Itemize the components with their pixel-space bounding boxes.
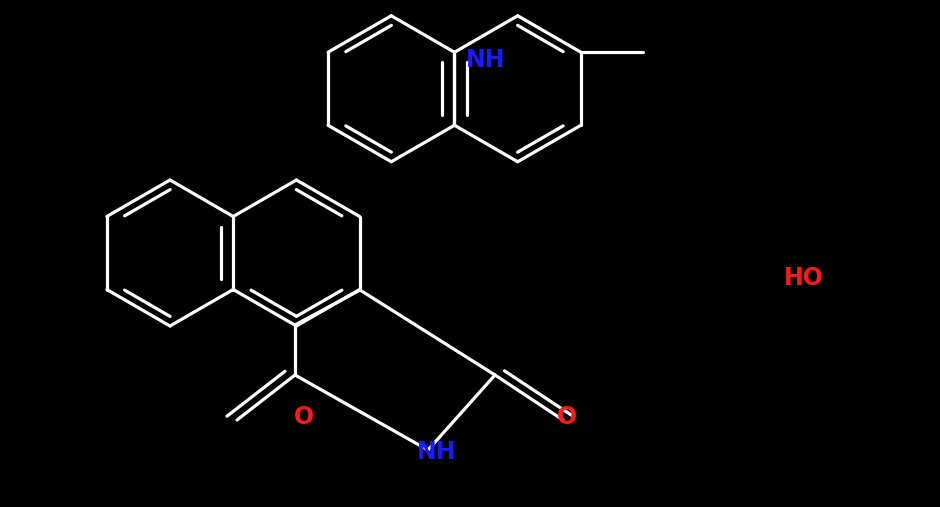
Text: O: O [556, 405, 577, 429]
Text: O: O [293, 405, 314, 429]
Text: NH: NH [466, 48, 506, 72]
Text: NH: NH [416, 440, 456, 464]
Text: HO: HO [784, 266, 823, 290]
